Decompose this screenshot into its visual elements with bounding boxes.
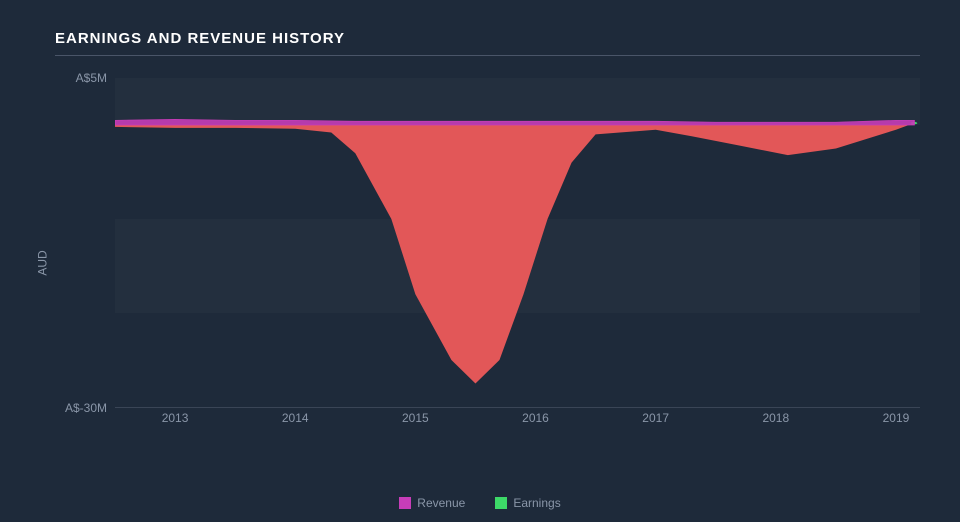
revenue-area bbox=[115, 119, 914, 125]
x-tick-label: 2017 bbox=[642, 411, 669, 425]
y-axis-ticks: A$5MA$-30M bbox=[40, 78, 115, 408]
x-tick-label: 2018 bbox=[762, 411, 789, 425]
x-tick-label: 2016 bbox=[522, 411, 549, 425]
earnings-area bbox=[115, 123, 914, 383]
x-axis-ticks: 2013 2014 2015 2016 2017 2018 2019 bbox=[115, 407, 920, 427]
chart-title: EARNINGS AND REVENUE HISTORY bbox=[55, 30, 920, 47]
y-tick-label: A$-30M bbox=[65, 401, 107, 415]
legend: Revenue Earnings bbox=[40, 496, 920, 510]
chart-wrapper: AUD A$5MA$-30M 2013201420152016201720182… bbox=[40, 68, 920, 458]
title-underline bbox=[55, 55, 920, 56]
x-tick-label: 2013 bbox=[162, 411, 189, 425]
chart-svg bbox=[115, 78, 920, 407]
legend-item: Earnings bbox=[495, 496, 560, 510]
legend-item: Revenue bbox=[399, 496, 465, 510]
legend-label: Revenue bbox=[417, 496, 465, 510]
legend-swatch bbox=[495, 497, 507, 509]
x-tick-label: 2019 bbox=[883, 411, 910, 425]
legend-label: Earnings bbox=[513, 496, 560, 510]
y-tick-label: A$5M bbox=[76, 71, 107, 85]
x-tick-label: 2014 bbox=[282, 411, 309, 425]
x-tick-label: 2015 bbox=[402, 411, 429, 425]
plot-area: 2013201420152016201720182019 bbox=[115, 78, 920, 408]
chart-container: EARNINGS AND REVENUE HISTORY AUD A$5MA$-… bbox=[0, 0, 960, 522]
legend-swatch bbox=[399, 497, 411, 509]
